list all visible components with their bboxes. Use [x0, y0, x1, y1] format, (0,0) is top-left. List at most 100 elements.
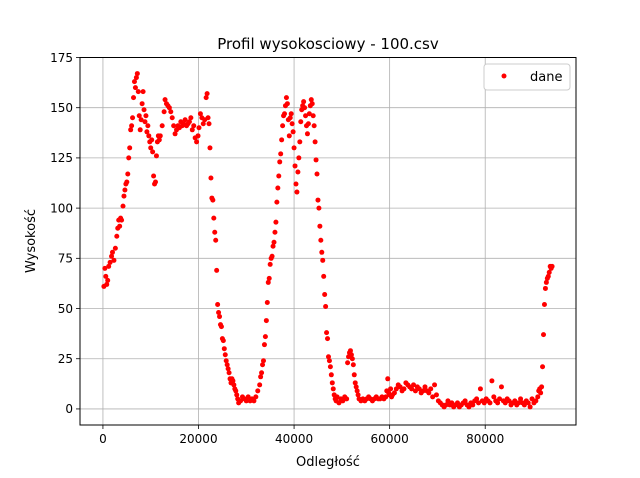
data-point: [320, 257, 326, 263]
data-point: [142, 119, 148, 125]
y-tick-label: 150: [50, 101, 73, 115]
data-point: [296, 155, 302, 161]
data-point: [224, 362, 230, 368]
data-point: [213, 237, 219, 243]
data-point: [305, 121, 311, 127]
data-point: [238, 398, 244, 404]
data-point: [204, 91, 210, 97]
data-point: [344, 396, 350, 402]
data-point: [301, 99, 307, 105]
data-point: [135, 89, 141, 95]
data-point: [216, 310, 222, 316]
data-point: [269, 253, 275, 259]
data-point: [330, 386, 336, 392]
data-point: [428, 386, 434, 392]
data-point: [412, 388, 418, 394]
data-point: [416, 386, 422, 392]
data-point: [230, 378, 236, 384]
data-point: [385, 376, 391, 382]
y-tick-label: 0: [65, 402, 73, 416]
data-point: [129, 123, 135, 129]
data-point: [264, 300, 270, 305]
data-point: [497, 396, 503, 402]
x-axis-ticks: 0 20000 40000 60000 80000: [99, 425, 504, 446]
data-point: [121, 193, 127, 199]
data-point: [310, 113, 316, 119]
data-point: [295, 169, 301, 175]
data-point: [172, 131, 178, 137]
data-point: [350, 362, 356, 368]
data-point: [466, 404, 472, 410]
data-point: [525, 400, 531, 406]
data-point: [131, 79, 137, 85]
data-point: [348, 352, 354, 358]
data-point: [145, 123, 151, 129]
data-point: [349, 356, 355, 362]
data-point: [340, 398, 346, 404]
data-point: [549, 263, 555, 269]
data-point: [243, 398, 249, 404]
data-point: [197, 111, 203, 117]
data-point: [539, 384, 545, 390]
data-point: [153, 179, 158, 185]
data-point: [445, 398, 451, 404]
x-tick-label: 40000: [275, 432, 313, 446]
data-point: [462, 398, 468, 404]
data-point: [111, 257, 117, 263]
data-point: [153, 153, 159, 159]
data-point: [157, 133, 163, 139]
data-point: [218, 324, 224, 330]
data-point: [316, 205, 322, 211]
chart-title: Profil wysokosciowy - 100.csv: [217, 35, 439, 53]
data-point: [470, 402, 476, 408]
data-point: [255, 388, 261, 394]
data-point: [189, 127, 195, 133]
data-point: [106, 263, 112, 269]
data-point: [422, 384, 428, 390]
data-point: [306, 111, 312, 117]
data-point: [533, 398, 539, 404]
data-point: [546, 269, 552, 275]
data-point: [278, 151, 284, 157]
legend-box: [483, 63, 571, 91]
y-tick-label: 125: [50, 151, 73, 165]
data-point: [291, 145, 297, 151]
data-point: [280, 123, 286, 129]
data-point: [226, 370, 232, 376]
plot-frame: [79, 57, 577, 426]
data-point: [284, 101, 290, 107]
data-point: [212, 229, 218, 235]
data-point: [288, 111, 294, 117]
data-point: [217, 314, 223, 320]
data-point: [133, 75, 139, 81]
data-points: [101, 71, 555, 410]
data-point: [220, 338, 226, 344]
data-point: [263, 318, 269, 324]
data-point: [326, 358, 332, 364]
data-point: [161, 109, 167, 115]
data-point: [276, 173, 282, 179]
data-point: [318, 237, 324, 243]
data-point: [109, 249, 115, 255]
data-point: [267, 261, 273, 267]
data-point: [319, 249, 325, 255]
data-point: [455, 400, 460, 406]
data-point: [352, 380, 358, 386]
data-point: [271, 239, 277, 245]
data-point: [166, 105, 172, 111]
y-tick-label: 25: [58, 352, 73, 366]
data-point: [214, 267, 220, 273]
data-point: [527, 404, 533, 410]
data-point: [171, 123, 177, 129]
data-point: [540, 364, 546, 370]
data-point: [131, 95, 137, 101]
data-point: [476, 400, 482, 406]
data-point: [287, 115, 293, 121]
x-tick-label: 0: [99, 432, 107, 446]
data-point: [117, 223, 123, 229]
data-point: [231, 382, 237, 388]
data-point: [293, 181, 299, 187]
data-point: [234, 392, 240, 398]
data-point: [283, 95, 289, 101]
